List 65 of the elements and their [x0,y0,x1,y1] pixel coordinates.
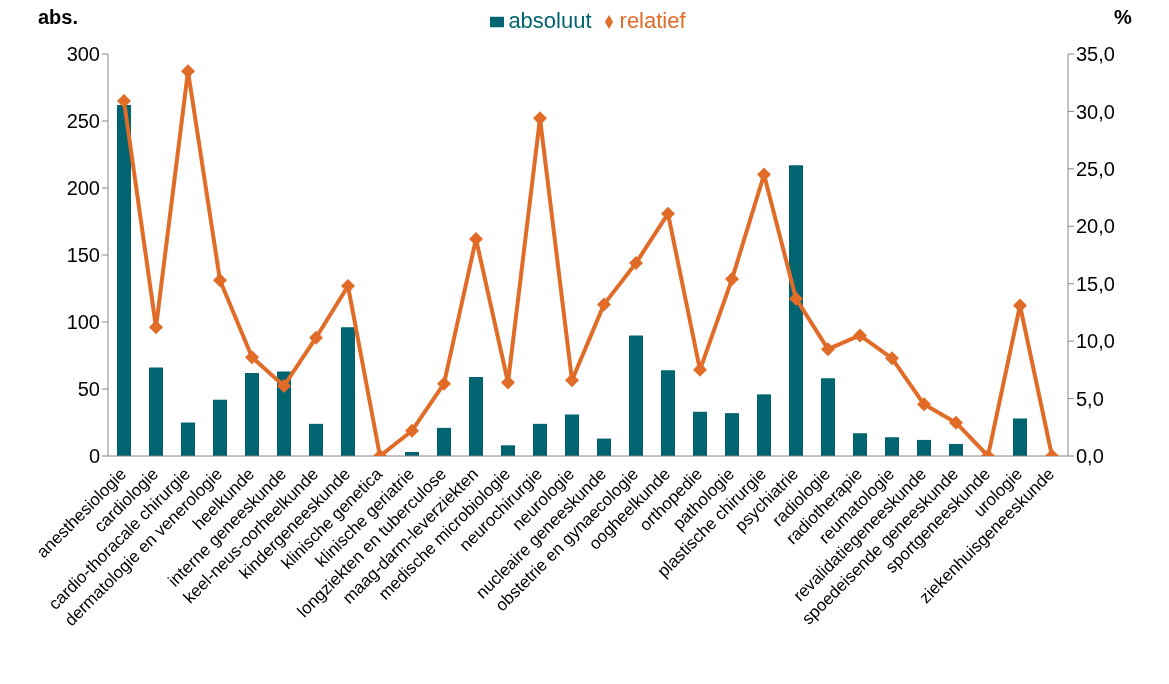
bar [597,438,611,456]
y-tick-label: 150 [66,244,100,267]
point [149,320,163,335]
bar [501,445,515,456]
bar [949,443,963,456]
point [821,342,835,357]
y-tick-label: 50 [77,378,100,401]
point [789,291,803,306]
y2-tick-label: 35,0 [1076,43,1115,66]
legend-label: relatief [619,8,686,33]
bar [565,414,579,456]
bar [341,327,355,456]
bar [629,335,643,456]
point [597,297,611,312]
bar [181,422,195,456]
y-tick-label: 250 [66,110,100,133]
y2-tick-label: 0,0 [1076,445,1104,468]
bar [757,394,771,456]
bar [821,378,835,456]
bar [437,427,451,456]
point [213,273,227,288]
point [629,256,643,271]
bar [309,423,323,456]
bar [149,367,163,456]
y2-tick-label: 10,0 [1076,330,1115,353]
bar [885,437,899,456]
bar [469,376,483,456]
y-axis-title: abs. [37,6,79,28]
point [725,272,739,287]
point [341,279,355,294]
bar [725,413,739,456]
bar [661,370,675,456]
bar [245,372,259,456]
y2-tick-label: 25,0 [1076,157,1115,180]
point [917,397,931,412]
bar [117,104,131,456]
point [277,378,291,393]
y2-tick-label: 20,0 [1076,215,1115,238]
point [885,351,899,366]
point [501,375,515,390]
y2-tick-label: 30,0 [1076,100,1115,123]
y-tick-label: 0 [88,445,100,468]
y-tick-label: 100 [66,311,100,334]
legend-label: absoluut [508,8,592,33]
point [949,415,963,430]
bar [917,439,931,456]
y2-tick-label: 5,0 [1076,387,1104,410]
y2-axis-title: % [1114,6,1133,28]
point [853,328,867,343]
point [245,350,259,365]
point [405,423,419,438]
point [309,330,323,345]
bar [853,433,867,456]
point [117,94,131,109]
bar [693,411,707,456]
y2-tick-label: 15,0 [1076,272,1115,295]
y-tick-label: 300 [66,43,100,66]
bar [1013,418,1027,456]
point [661,206,675,221]
y-tick-label: 200 [66,177,100,200]
bar [213,399,227,456]
bar [789,165,803,456]
point [437,376,451,391]
bar [533,423,547,456]
point [565,373,579,388]
